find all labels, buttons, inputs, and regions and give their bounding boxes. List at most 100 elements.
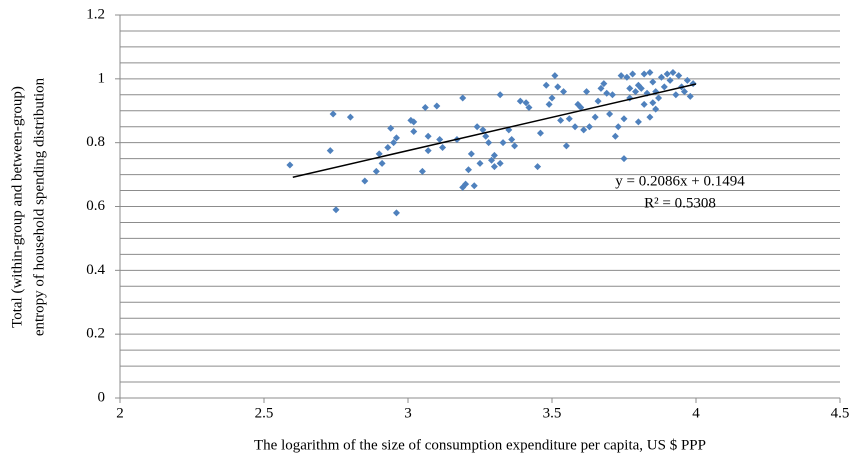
point — [436, 135, 444, 143]
point — [496, 159, 504, 167]
point — [459, 94, 467, 102]
point — [516, 97, 524, 105]
y-axis-label: entropy of household spending distributi… — [31, 77, 47, 336]
point — [646, 113, 654, 121]
x-tick-label: 3.5 — [543, 405, 562, 421]
y-tick-label: 0 — [98, 389, 106, 405]
point — [649, 99, 657, 107]
point — [499, 139, 507, 147]
point — [464, 166, 472, 174]
point — [652, 105, 660, 113]
point — [672, 91, 680, 99]
point — [522, 99, 530, 107]
point — [560, 88, 568, 96]
point — [551, 72, 559, 80]
y-tick-label: 0.2 — [86, 326, 105, 342]
point — [585, 123, 593, 131]
point — [467, 150, 475, 158]
point — [476, 159, 484, 167]
point — [542, 81, 550, 89]
point — [286, 161, 294, 169]
point — [577, 104, 585, 112]
point — [490, 151, 498, 159]
point — [424, 132, 432, 140]
point — [554, 83, 562, 91]
point — [410, 127, 418, 135]
point — [591, 113, 599, 121]
trendline — [292, 83, 697, 178]
x-tick-label: 2 — [116, 405, 124, 421]
point — [603, 89, 611, 97]
x-tick-label: 2.5 — [255, 405, 274, 421]
x-tick-label: 4.5 — [831, 405, 850, 421]
point — [606, 110, 614, 118]
point — [632, 88, 640, 96]
point — [629, 70, 637, 78]
point — [421, 104, 429, 112]
point — [508, 135, 516, 143]
point — [488, 156, 496, 164]
point — [332, 206, 340, 214]
y-tick-label: 0.6 — [86, 198, 105, 214]
point — [473, 123, 481, 131]
point — [597, 84, 605, 92]
point — [439, 143, 447, 151]
point — [614, 123, 622, 131]
point — [482, 132, 490, 140]
point — [433, 102, 441, 110]
point — [583, 88, 591, 96]
y-tick-label: 1 — [98, 70, 106, 86]
point — [634, 118, 642, 126]
point — [485, 139, 493, 147]
point — [384, 143, 392, 151]
point — [372, 167, 380, 175]
point — [387, 124, 395, 132]
point — [505, 126, 513, 134]
trendline-r2: R² = 0.5308 — [644, 195, 716, 211]
x-axis-label: The logarithm of the size of consumption… — [254, 437, 706, 453]
point — [392, 134, 400, 142]
point — [600, 80, 608, 88]
point — [675, 72, 683, 80]
point — [479, 126, 487, 134]
point — [511, 142, 519, 150]
point — [565, 115, 573, 123]
y-tick-label: 0.8 — [86, 134, 105, 150]
point — [490, 163, 498, 171]
point — [378, 159, 386, 167]
point — [594, 97, 602, 105]
point — [680, 88, 688, 96]
point — [346, 113, 354, 121]
point — [470, 182, 478, 190]
point — [620, 115, 628, 123]
point — [525, 104, 533, 112]
point — [666, 76, 674, 84]
point — [545, 100, 553, 108]
point — [649, 78, 657, 86]
point — [390, 139, 398, 147]
point — [410, 118, 418, 126]
point — [663, 70, 671, 78]
y-tick-label: 1.2 — [86, 6, 105, 22]
point — [392, 209, 400, 217]
point — [329, 110, 337, 118]
point — [571, 123, 579, 131]
point — [361, 177, 369, 185]
point — [623, 73, 631, 81]
y-axis-label: Total (within-group and between-group) — [9, 86, 25, 328]
point — [655, 94, 663, 102]
point — [580, 126, 588, 134]
x-tick-label: 3 — [404, 405, 412, 421]
point — [548, 94, 556, 102]
point — [418, 167, 426, 175]
trendline-equation: y = 0.2086x + 0.1494 — [615, 173, 745, 189]
point — [660, 83, 668, 91]
point — [683, 76, 691, 84]
point — [462, 180, 470, 188]
point — [326, 147, 334, 155]
point — [640, 100, 648, 108]
point — [536, 129, 544, 137]
point — [626, 84, 634, 92]
